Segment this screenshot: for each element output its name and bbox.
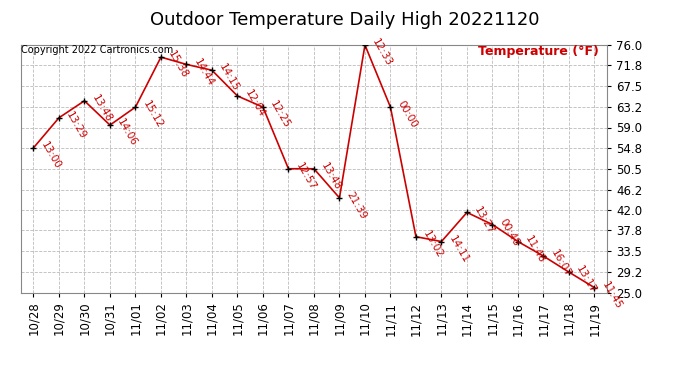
Text: 13:48: 13:48 (90, 93, 114, 124)
Text: 12:04: 12:04 (243, 88, 266, 119)
Text: 14:06: 14:06 (115, 117, 139, 148)
Text: 13:27: 13:27 (473, 205, 496, 236)
Text: 13:29: 13:29 (64, 110, 88, 141)
Text: 12:25: 12:25 (268, 99, 293, 130)
Text: Outdoor Temperature Daily High 20221120: Outdoor Temperature Daily High 20221120 (150, 11, 540, 29)
Text: 15:38: 15:38 (166, 50, 190, 81)
Text: 14:15: 14:15 (217, 63, 241, 93)
Text: Copyright 2022 Cartronics.com: Copyright 2022 Cartronics.com (21, 45, 173, 55)
Text: 13:17: 13:17 (575, 264, 598, 296)
Text: 13:02: 13:02 (422, 229, 445, 260)
Text: 15:12: 15:12 (141, 99, 165, 130)
Text: 00:00: 00:00 (396, 99, 420, 130)
Text: Temperature (°F): Temperature (°F) (478, 45, 599, 58)
Text: 00:48: 00:48 (498, 217, 522, 248)
Text: 21:39: 21:39 (345, 190, 368, 221)
Text: 13:48: 13:48 (319, 161, 343, 192)
Text: 11:48: 11:48 (524, 234, 547, 265)
Text: 14:44: 14:44 (192, 57, 216, 88)
Text: 12:33: 12:33 (371, 37, 394, 68)
Text: 12:57: 12:57 (294, 161, 317, 192)
Text: 11:45: 11:45 (600, 280, 624, 311)
Text: 14:11: 14:11 (447, 234, 471, 265)
Text: 13:00: 13:00 (39, 140, 63, 171)
Text: 16:07: 16:07 (549, 248, 573, 279)
